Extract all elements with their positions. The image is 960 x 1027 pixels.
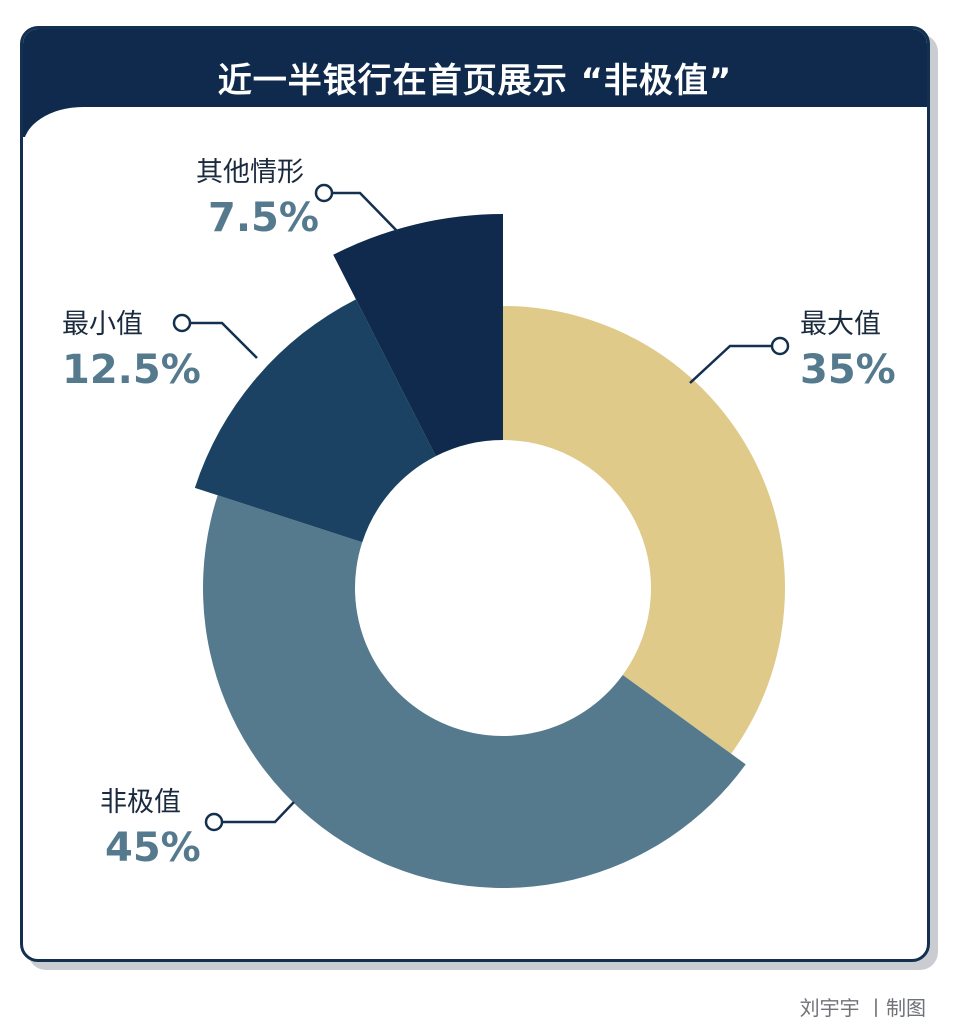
chart-title: 近一半银行在首页展示 “非极值” — [217, 61, 733, 101]
title-band-curve — [23, 107, 927, 147]
slice-其他情形 — [333, 214, 503, 457]
slice-label-name: 最大值 — [800, 309, 881, 340]
credit-line: 刘宇宇 丨制图 — [799, 996, 926, 1020]
leader-line-其他情形 — [324, 191, 399, 233]
slice-label-name: 其他情形 — [196, 157, 304, 188]
leader-line-最小值 — [182, 321, 258, 359]
slice-label-value: 45% — [105, 825, 201, 871]
chart-card: 近一半银行在首页展示 “非极值” — [20, 26, 930, 962]
leader-dot-非极值 — [204, 812, 224, 832]
leader-dot-最大值 — [770, 336, 790, 356]
slice-label-value: 12.5% — [62, 347, 201, 393]
leader-line-非极值 — [214, 801, 295, 824]
slice-label-name: 非极值 — [100, 787, 181, 818]
leader-dot-最小值 — [172, 313, 192, 333]
slice-最大值 — [503, 306, 785, 754]
slice-label-value: 7.5% — [208, 195, 319, 241]
slice-最小值 — [194, 299, 436, 543]
slice-label-name: 最小值 — [62, 309, 143, 340]
leader-dot-其他情形 — [314, 183, 334, 203]
slice-label-value: 35% — [800, 347, 896, 393]
leader-line-最大值 — [689, 344, 780, 384]
slice-非极值 — [202, 495, 746, 888]
